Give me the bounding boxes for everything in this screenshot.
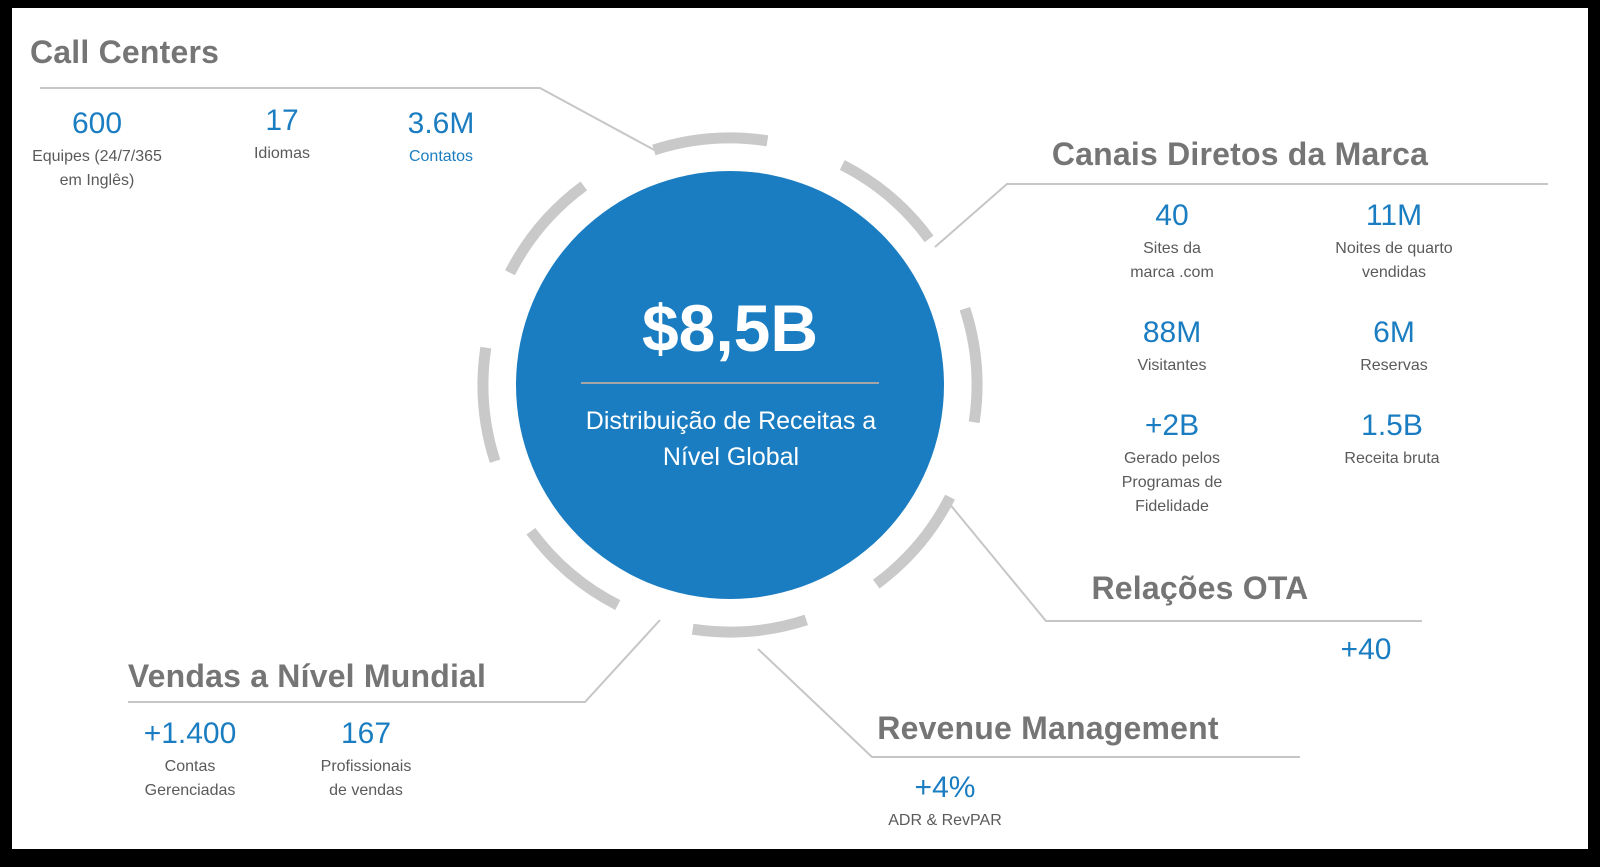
stat-label: Equipes (24/7/365 em Inglês) xyxy=(32,148,162,189)
center-circle xyxy=(516,171,944,599)
connector-revenue-management xyxy=(757,648,1300,758)
stat-value: +2B xyxy=(1144,409,1200,442)
dashed-ring xyxy=(477,132,983,638)
stat-label: Receita bruta xyxy=(1344,450,1440,467)
call-centers-title: Call Centers xyxy=(30,34,220,70)
connector-ota xyxy=(947,501,1422,622)
ota-title: Relações OTA xyxy=(1091,570,1309,606)
stat-value: 40 xyxy=(1155,199,1189,232)
stat-ota-partners: +40 xyxy=(1341,632,1392,668)
connector-brand-direct xyxy=(934,183,1548,248)
worldwide-sales-title: Vendas a Nível Mundial xyxy=(127,658,487,694)
stat-call-center-teams: 600 Equipes (24/7/365 em Inglês) xyxy=(32,106,162,193)
stat-label: ADR & RevPAR xyxy=(888,812,1002,829)
stat-loyalty-generated: +2B Gerado pelos Programas de Fidelidade xyxy=(1122,408,1223,519)
stat-label: Idiomas xyxy=(253,145,311,162)
stat-visitors: 88M Visitantes xyxy=(1137,315,1206,378)
stat-label: Contas Gerenciadas xyxy=(144,758,236,799)
stat-value: 1.5B xyxy=(1361,409,1423,442)
connector-call-centers xyxy=(40,87,659,153)
stat-label: Noites de quarto vendidas xyxy=(1335,240,1453,281)
stat-value: 167 xyxy=(340,717,392,750)
stat-value: 17 xyxy=(265,104,299,137)
stat-value: 6M xyxy=(1373,316,1415,349)
stat-value: 600 xyxy=(71,107,123,140)
stat-label: Profissionais de vendas xyxy=(320,758,412,799)
stat-value: 11M xyxy=(1365,199,1423,232)
stat-label: Gerado pelos Programas de Fidelidade xyxy=(1121,450,1223,515)
stat-brand-sites: 40 Sites da marca .com xyxy=(1130,198,1214,285)
stat-gross-revenue: 1.5B Receita bruta xyxy=(1344,408,1439,471)
stat-value: +1.400 xyxy=(143,717,237,750)
center-subtitle: Distribuição de Receitas a Nível Global xyxy=(585,407,877,471)
stat-reservations: 6M Reservas xyxy=(1360,315,1428,378)
stat-managed-accounts: +1.400 Contas Gerenciadas xyxy=(144,716,237,803)
stat-value: 88M xyxy=(1142,316,1202,349)
brand-direct-title: Canais Diretos da Marca xyxy=(1051,136,1429,172)
connector-worldwide-sales xyxy=(128,619,661,703)
stat-label: Contatos xyxy=(408,148,474,165)
stat-value: 3.6M xyxy=(407,107,475,140)
stat-adr-revpar: +4% ADR & RevPAR xyxy=(888,770,1002,833)
stat-label: Visitantes xyxy=(1137,357,1207,374)
stat-call-center-languages: 17 Idiomas xyxy=(254,103,310,166)
revenue-management-title: Revenue Management xyxy=(877,710,1219,746)
stat-room-nights: 11M Noites de quarto vendidas xyxy=(1335,198,1452,285)
stat-label: Reservas xyxy=(1360,357,1428,374)
stat-label: Sites da marca .com xyxy=(1130,240,1214,281)
stat-sales-professionals: 167 Profissionais de vendas xyxy=(321,716,412,803)
center-total-value: $8,5B xyxy=(641,291,819,365)
stat-value: +4% xyxy=(914,771,976,804)
stat-call-center-contacts: 3.6M Contatos xyxy=(408,106,475,169)
stat-value: +40 xyxy=(1340,633,1392,666)
